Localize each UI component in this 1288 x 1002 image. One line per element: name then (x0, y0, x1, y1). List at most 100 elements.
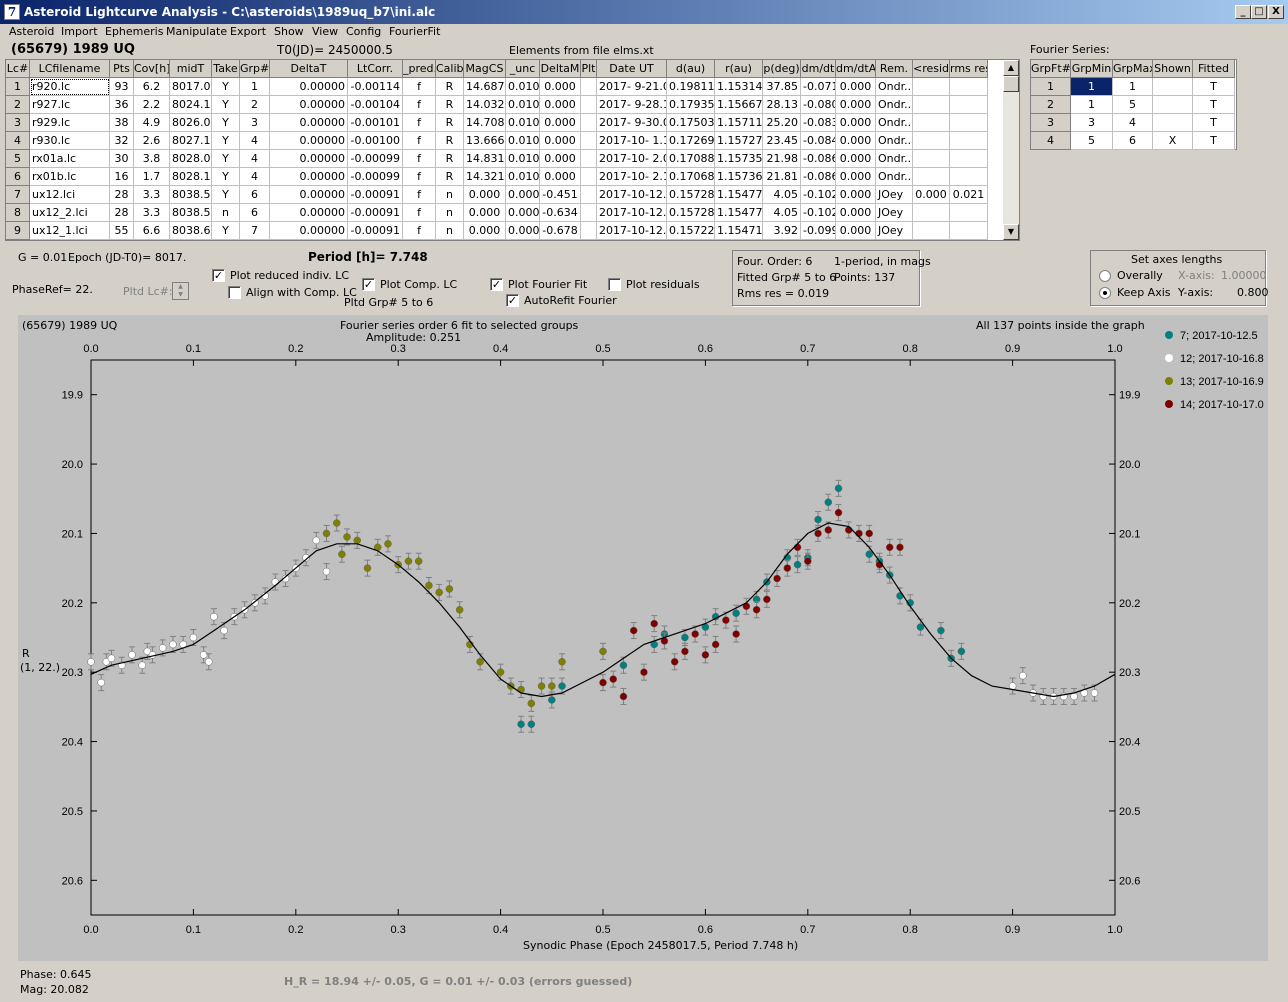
lc-cell-rms-col[interactable] (950, 78, 988, 96)
fourier-cell-grpmax[interactable]: 1 (1113, 78, 1153, 96)
lc-cell-calib-col[interactable]: R (436, 150, 464, 168)
lc-cell-deltat-col[interactable]: 0.00000 (270, 132, 348, 150)
lc-cell-filename-col[interactable]: r929.lc (30, 114, 110, 132)
header-filename-col[interactable]: LCfilename (30, 60, 110, 78)
fourier-cell-grpft[interactable]: 4 (1031, 132, 1071, 150)
lc-cell-deltam-col[interactable]: 0.000 (540, 78, 581, 96)
lc-cell-pred-col[interactable]: f (403, 222, 436, 240)
lc-cell-cov-col[interactable]: 1.7 (134, 168, 170, 186)
lc-cell-calib-col[interactable]: R (436, 132, 464, 150)
lc-cell-deltam-col[interactable]: 0.000 (540, 114, 581, 132)
lc-cell-deltat-col[interactable]: 0.00000 (270, 96, 348, 114)
lc-cell-pts-col[interactable]: 38 (110, 114, 134, 132)
lc-cell-midt-col[interactable]: 8038.6 (170, 222, 212, 240)
fourier-cell-fitted[interactable]: T (1193, 96, 1235, 114)
lc-cell-r-au-col[interactable]: 1.15471 (715, 222, 763, 240)
lc-cell-lc-col[interactable]: 6 (6, 168, 30, 186)
lc-cell-date-col[interactable]: 2017- 9-28.1 (597, 96, 667, 114)
lc-cell-take-col[interactable]: Y (212, 186, 240, 204)
lc-cell-rms-col[interactable] (950, 222, 988, 240)
lc-cell-magcs-col[interactable]: 0.000 (464, 204, 506, 222)
fourier-cell-grpft[interactable]: 2 (1031, 96, 1071, 114)
lc-cell-lc-col[interactable]: 9 (6, 222, 30, 240)
lc-cell-lc-col[interactable]: 2 (6, 96, 30, 114)
lc-cell-deltam-col[interactable]: -0.678 (540, 222, 581, 240)
lc-cell-lc-col[interactable]: 3 (6, 114, 30, 132)
menu-export[interactable]: Export (230, 25, 267, 38)
lightcurve-plot[interactable]: (65679) 1989 UQ Fourier series order 6 f… (18, 315, 1268, 961)
lc-cell-plt-col[interactable] (581, 168, 597, 186)
lc-cell-dmdta-col[interactable]: 0.000 (836, 132, 876, 150)
menu-config[interactable]: Config (346, 25, 382, 38)
menu-fourierfit[interactable]: FourierFit (389, 25, 441, 38)
lc-cell-date-col[interactable]: 2017-10-12.6 (597, 222, 667, 240)
menu-show[interactable]: Show (274, 25, 304, 38)
lc-cell-plt-col[interactable] (581, 132, 597, 150)
fourier-cell-grpmin[interactable]: 5 (1071, 132, 1113, 150)
lc-cell-magcs-col[interactable]: 13.666 (464, 132, 506, 150)
lc-cell-dmdt-col[interactable]: -0.086 (801, 150, 836, 168)
lc-cell-calib-col[interactable]: n (436, 222, 464, 240)
fourier-header-grpmax[interactable]: GrpMax (1113, 60, 1153, 78)
lc-cell-r-au-col[interactable]: 1.15711 (715, 114, 763, 132)
lc-cell-rem-col[interactable]: Ondr... (876, 150, 913, 168)
lc-cell-dmdta-col[interactable]: 0.000 (836, 204, 876, 222)
lc-cell-rms-col[interactable] (950, 114, 988, 132)
lc-cell-take-col[interactable]: Y (212, 78, 240, 96)
lc-cell-filename-col[interactable]: rx01b.lc (30, 168, 110, 186)
lc-cell-ltcorr-col[interactable]: -0.00100 (348, 132, 403, 150)
lc-cell-ltcorr-col[interactable]: -0.00091 (348, 186, 403, 204)
lc-cell-lc-col[interactable]: 5 (6, 150, 30, 168)
lc-cell-dmdt-col[interactable]: -0.099 (801, 222, 836, 240)
lc-cell-filename-col[interactable]: ux12_1.lci (30, 222, 110, 240)
lc-cell-midt-col[interactable]: 8017.0 (170, 78, 212, 96)
lc-cell-dmdt-col[interactable]: -0.083 (801, 114, 836, 132)
fourier-cell-grpmin[interactable]: 1 (1071, 78, 1113, 96)
lc-cell-plt-col[interactable] (581, 150, 597, 168)
lc-cell-dmdta-col[interactable]: 0.000 (836, 168, 876, 186)
menu-manipulate[interactable]: Manipulate (166, 25, 228, 38)
fourier-cell-grpmax[interactable]: 5 (1113, 96, 1153, 114)
lc-cell-pred-col[interactable]: f (403, 132, 436, 150)
lc-cell-dmdta-col[interactable]: 0.000 (836, 150, 876, 168)
lc-cell-date-col[interactable]: 2017-10- 2.1 (597, 168, 667, 186)
lc-cell-lc-col[interactable]: 1 (6, 78, 30, 96)
lc-cell-resid-col[interactable]: 0.000 (913, 186, 950, 204)
maximize-button[interactable]: □ (1251, 5, 1267, 19)
lc-cell-take-col[interactable]: Y (212, 222, 240, 240)
header-grp-col[interactable]: Grp# (240, 60, 270, 78)
lc-cell-date-col[interactable]: 2017-10-12.5 (597, 186, 667, 204)
lc-cell-resid-col[interactable] (913, 78, 950, 96)
lc-cell-p-deg-col[interactable]: 21.98 (763, 150, 801, 168)
close-button[interactable]: X (1268, 5, 1284, 19)
lc-cell-p-deg-col[interactable]: 28.13 (763, 96, 801, 114)
lc-cell-dmdta-col[interactable]: 0.000 (836, 96, 876, 114)
lc-cell-dmdt-col[interactable]: -0.080 (801, 96, 836, 114)
fourier-cell-grpmax[interactable]: 6 (1113, 132, 1153, 150)
lc-cell-resid-col[interactable] (913, 204, 950, 222)
lc-cell-grp-col[interactable]: 6 (240, 186, 270, 204)
lc-cell-dmdt-col[interactable]: -0.102 (801, 186, 836, 204)
menu-view[interactable]: View (312, 25, 339, 38)
lc-cell-midt-col[interactable]: 8027.1 (170, 132, 212, 150)
lc-cell-lc-col[interactable]: 8 (6, 204, 30, 222)
lc-cell-p-deg-col[interactable]: 21.81 (763, 168, 801, 186)
lc-cell-take-col[interactable]: Y (212, 132, 240, 150)
lc-cell-deltat-col[interactable]: 0.00000 (270, 114, 348, 132)
align-comp-checkbox[interactable] (228, 286, 241, 299)
lc-cell-d-au-col[interactable]: 0.17503 (667, 114, 715, 132)
lc-cell-resid-col[interactable] (913, 168, 950, 186)
header-rms-col[interactable]: rms res (950, 60, 988, 78)
fourier-cell-grpmin[interactable]: 1 (1071, 96, 1113, 114)
minimize-button[interactable]: _ (1235, 5, 1251, 19)
lc-cell-midt-col[interactable]: 8026.0 (170, 114, 212, 132)
lc-cell-r-au-col[interactable]: 1.15667 (715, 96, 763, 114)
header-magcs-col[interactable]: MagCS (464, 60, 506, 78)
lc-cell-unc-col[interactable]: 0.000 (506, 222, 540, 240)
pltd-lc-spinner[interactable]: ▲ ▼ (172, 282, 189, 300)
lc-cell-deltat-col[interactable]: 0.00000 (270, 222, 348, 240)
lc-cell-grp-col[interactable]: 7 (240, 222, 270, 240)
lc-cell-pts-col[interactable]: 93 (110, 78, 134, 96)
lc-cell-plt-col[interactable] (581, 204, 597, 222)
lc-cell-take-col[interactable]: Y (212, 114, 240, 132)
